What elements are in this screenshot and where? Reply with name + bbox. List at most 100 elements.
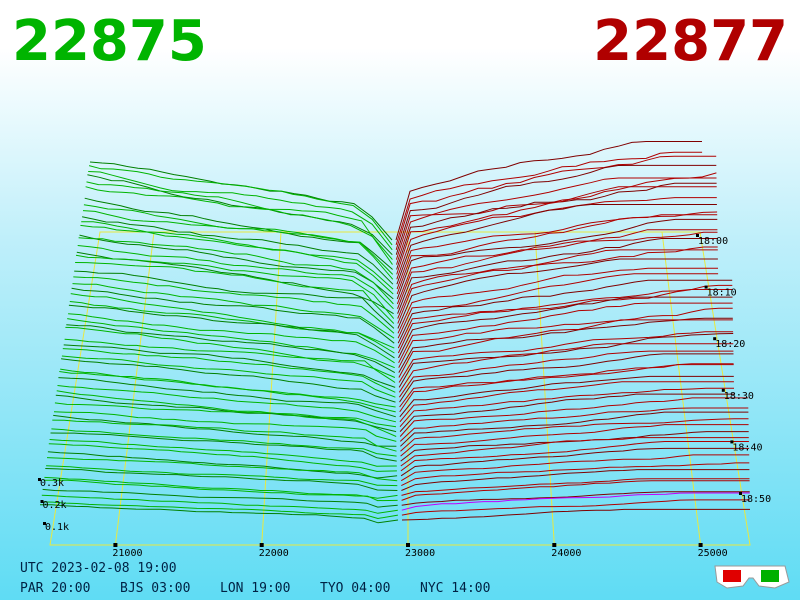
bid-curve <box>58 377 396 418</box>
bid-curve <box>85 186 393 265</box>
ask-curve <box>400 454 750 482</box>
ask-curve <box>400 441 749 472</box>
bid-curve <box>61 355 396 398</box>
ask-curve <box>401 492 750 511</box>
ask-price: 22877 <box>593 9 788 74</box>
3d-glasses <box>714 565 790 589</box>
time-mark <box>721 388 725 392</box>
tick-mark <box>552 543 557 547</box>
bid-curve <box>68 304 395 359</box>
clock: NYC 14:00 <box>420 581 490 596</box>
bid-curve <box>45 468 398 491</box>
ask-curve <box>401 462 750 487</box>
time-label: 18:10 <box>707 288 737 299</box>
ask-curve <box>397 267 718 334</box>
ask-curve <box>398 296 733 359</box>
depth-mark <box>40 500 44 503</box>
bid-curve <box>73 276 395 334</box>
bid-curve <box>82 210 394 280</box>
ask-curve <box>395 164 717 255</box>
ask-curve <box>398 343 734 393</box>
bid-curve <box>56 390 397 428</box>
ask-curve <box>396 214 718 295</box>
ask-curve <box>400 447 750 477</box>
bid-curve <box>53 414 397 447</box>
ask-curve <box>397 284 733 349</box>
time-label: 18:20 <box>715 339 745 350</box>
ask-curve <box>401 480 750 501</box>
ask-curve <box>397 238 718 314</box>
ask-curve <box>399 381 734 423</box>
bid-curve <box>48 443 397 472</box>
ask-curve <box>398 307 733 368</box>
bid-curve <box>70 293 395 349</box>
bid-curve <box>66 324 396 374</box>
tick-mark <box>113 543 118 547</box>
time-mark <box>730 440 734 444</box>
bid-curve <box>49 439 397 467</box>
depth-curves <box>40 141 750 524</box>
clock: TYO 04:00 <box>320 581 390 596</box>
bid-curve <box>51 428 397 457</box>
time-label: 18:00 <box>698 236 728 247</box>
price-tick-label: 25000 <box>698 548 728 559</box>
price-tick-label: 22000 <box>259 548 289 559</box>
ask-curve <box>398 350 734 398</box>
bid-curve <box>87 174 393 256</box>
bid-curve <box>46 457 398 482</box>
ask-curve <box>395 141 702 241</box>
ask-curve <box>397 258 718 329</box>
time-mark <box>713 337 717 341</box>
grid-line <box>534 231 555 546</box>
bid-curve <box>79 234 394 300</box>
bid-curve <box>68 313 395 364</box>
ask-curve <box>399 375 734 418</box>
bid-curve <box>78 237 394 305</box>
ask-curve <box>401 499 750 516</box>
ask-curve <box>396 218 718 300</box>
bid-curve <box>43 479 398 502</box>
ask-curve <box>396 204 717 285</box>
ask-curve <box>397 246 718 319</box>
bid-curve <box>40 504 399 524</box>
bid-curve <box>50 432 397 462</box>
ask-curve <box>397 273 719 339</box>
bid-curve <box>81 221 394 290</box>
bid-curve <box>88 171 393 251</box>
tick-mark <box>698 543 703 547</box>
ask-curve <box>398 333 734 388</box>
ask-curve <box>399 393 735 432</box>
bid-curve <box>42 488 398 508</box>
price-tick-label: 23000 <box>405 548 435 559</box>
depth-label: 0.3k <box>40 478 64 489</box>
ask-curve <box>401 508 750 521</box>
axis-labels: 21000 22000 23000 24000 25000 18:00 18:10 18:20… <box>38 234 771 559</box>
time-mark <box>739 492 742 495</box>
time-mark <box>696 234 699 237</box>
depth-label: 0.2k <box>43 500 67 511</box>
bid-curve <box>57 385 397 423</box>
bid-curve <box>47 451 398 479</box>
bid-curve <box>72 283 395 339</box>
bid-curve <box>75 254 395 319</box>
ask-curve <box>399 364 734 413</box>
bid-curve <box>75 262 395 324</box>
ask-curve <box>399 363 734 408</box>
bid-curve <box>41 494 398 514</box>
bid-curve <box>84 197 393 270</box>
depth-label: 0.1k <box>45 522 69 533</box>
ask-curve <box>398 331 734 383</box>
bid-curve <box>61 358 396 403</box>
ask-curve <box>401 491 750 506</box>
ask-curve <box>400 437 749 467</box>
ask-curve <box>396 229 718 305</box>
floor-outline <box>49 231 751 546</box>
bid-curve <box>81 216 394 285</box>
ask-curve <box>397 289 733 354</box>
clock: LON 19:00 <box>220 581 290 596</box>
clock: PAR 20:00 <box>20 581 90 596</box>
depth-mark <box>38 478 41 481</box>
ask-curve <box>396 186 717 275</box>
bid-curve <box>77 245 394 310</box>
